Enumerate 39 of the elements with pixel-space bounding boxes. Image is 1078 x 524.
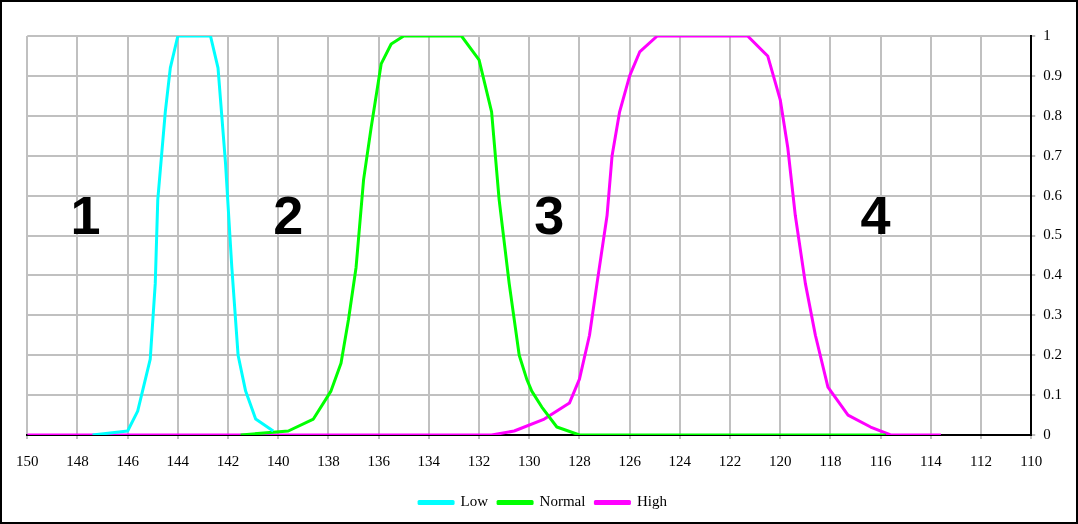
x-tick-label: 134	[417, 452, 441, 469]
x-tick-label: 144	[166, 452, 190, 469]
x-tick-label: 140	[267, 452, 290, 469]
x-tick-label: 112	[970, 452, 993, 469]
x-tick-label: 130	[518, 452, 541, 469]
y-tick-label: 0.4	[1043, 266, 1063, 283]
y-tick-label: 0.6	[1043, 186, 1063, 203]
annotation: 3	[534, 185, 565, 246]
x-tick-label: 122	[718, 452, 742, 469]
y-tick-label: 0.8	[1043, 106, 1062, 123]
y-tick-label: 1	[1043, 26, 1051, 43]
annotation: 1	[70, 185, 101, 246]
x-tick-label: 124	[668, 452, 692, 469]
x-tick-label: 136	[367, 452, 391, 469]
x-tick-label: 148	[66, 452, 89, 469]
y-tick-label: 0.1	[1043, 386, 1062, 403]
legend-label: Normal	[539, 493, 586, 510]
x-tick-label: 114	[919, 452, 943, 469]
x-tick-label: 150	[16, 452, 39, 469]
annotation: 4	[860, 185, 891, 246]
x-tick-label: 146	[116, 452, 140, 469]
annotation: 2	[273, 185, 304, 246]
y-tick-label: 0.5	[1043, 226, 1062, 243]
y-tick-label: 0.2	[1043, 346, 1062, 363]
x-tick-label: 142	[216, 452, 240, 469]
y-tick-label: 0.3	[1043, 306, 1062, 323]
legend-label: Low	[460, 493, 489, 510]
y-tick-label: 0.9	[1043, 66, 1062, 83]
legend-label: High	[636, 493, 668, 510]
x-tick-label: 138	[317, 452, 340, 469]
y-tick-label: 0	[1043, 425, 1051, 442]
y-tick-label: 0.7	[1043, 146, 1063, 163]
x-tick-label: 118	[819, 452, 842, 469]
x-tick-label: 120	[769, 452, 792, 469]
x-tick-label: 110	[1020, 452, 1043, 469]
x-tick-label: 116	[869, 452, 893, 469]
x-tick-label: 132	[467, 452, 491, 469]
x-tick-label: 128	[568, 452, 591, 469]
x-tick-label: 126	[618, 452, 642, 469]
